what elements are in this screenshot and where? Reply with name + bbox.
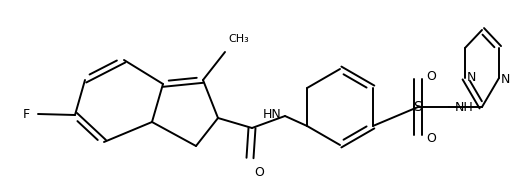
Text: F: F: [23, 108, 30, 120]
Text: N: N: [467, 70, 476, 84]
Text: S: S: [414, 100, 422, 114]
Text: O: O: [254, 166, 264, 179]
Text: O: O: [426, 131, 436, 145]
Text: N: N: [501, 73, 510, 85]
Text: O: O: [426, 70, 436, 82]
Text: CH₃: CH₃: [228, 34, 249, 44]
Text: NH: NH: [455, 100, 474, 114]
Text: HN: HN: [262, 108, 281, 121]
